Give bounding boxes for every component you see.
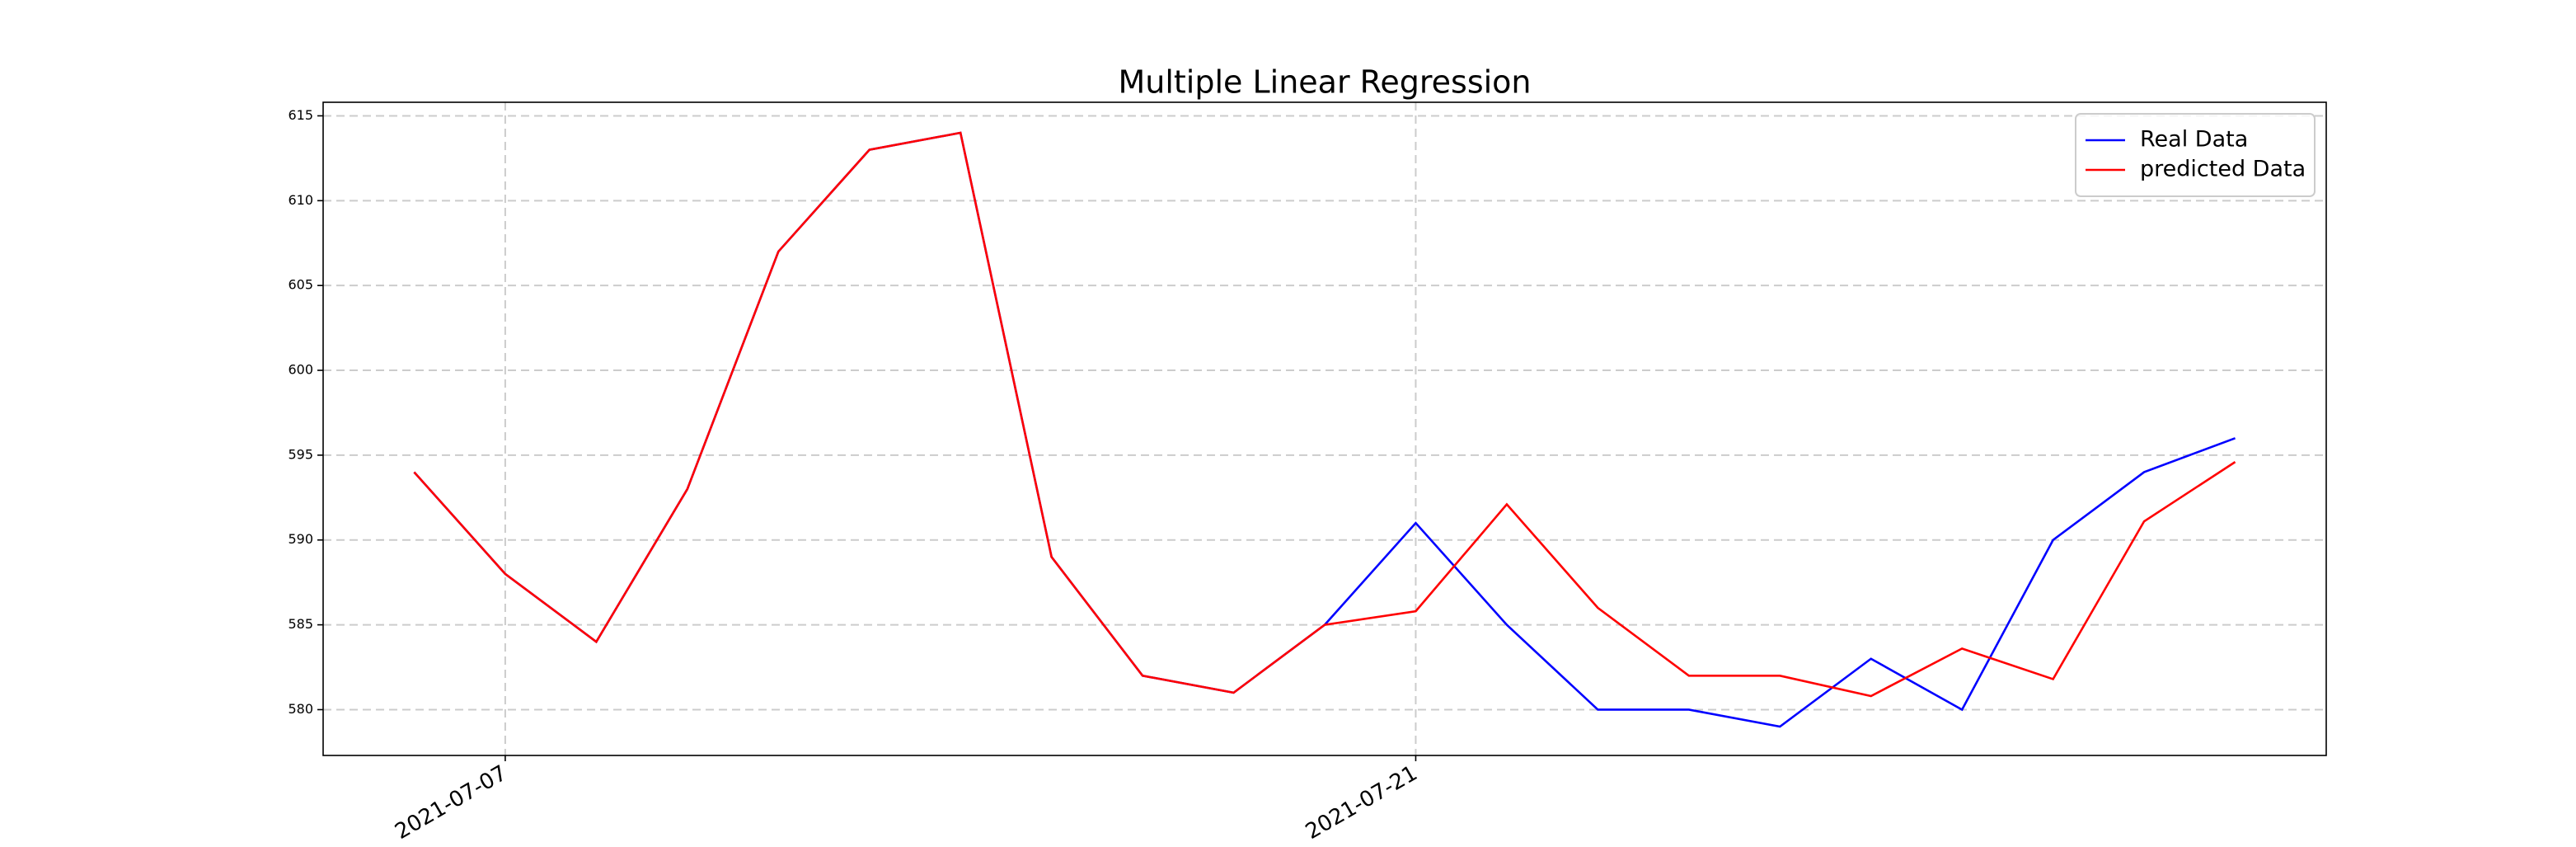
legend-label: predicted Data xyxy=(2140,157,2306,182)
y-tick-label: 605 xyxy=(288,277,313,293)
series-line xyxy=(413,131,2236,728)
y-tick-label: 600 xyxy=(288,362,313,378)
series-line xyxy=(413,131,2236,698)
x-tick-label: 2021-07-07 xyxy=(391,761,511,845)
y-tick-label: 580 xyxy=(288,701,313,717)
y-tick-label: 585 xyxy=(288,616,313,632)
y-tick-label: 610 xyxy=(288,192,313,208)
y-tick-label: 615 xyxy=(288,107,313,123)
y-tick-label: 590 xyxy=(288,531,313,547)
x-tick-label: 2021-07-21 xyxy=(1302,761,1422,845)
chart-title: Multiple Linear Regression xyxy=(1118,64,1531,101)
legend-label: Real Data xyxy=(2140,127,2248,153)
y-tick-label: 595 xyxy=(288,446,313,462)
legend-box xyxy=(2075,113,2316,197)
plot-frame xyxy=(322,101,2327,756)
